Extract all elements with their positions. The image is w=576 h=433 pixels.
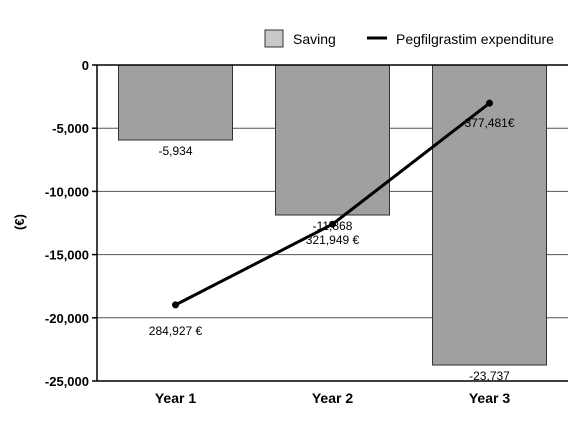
bar-data-label: -11,868 [313, 219, 353, 233]
bar-saving [275, 64, 390, 216]
bar-saving [118, 64, 233, 141]
line-point [329, 220, 336, 228]
legend: Saving Pegfilgrastim expenditure [264, 29, 554, 48]
x-tick-label: Year 1 [155, 390, 196, 406]
y-tick-label: -25,000 [45, 374, 89, 389]
bar-data-label: -5,934 [158, 144, 192, 158]
line-series-pegfilgrastim [172, 99, 493, 309]
y-tick-label: -15,000 [45, 248, 89, 263]
line-data-label: 284,927 € [149, 324, 203, 338]
x-tick-labels: Year 1 Year 2 Year 3 [155, 390, 510, 406]
y-tick-label: -5,000 [52, 121, 89, 136]
bar-series-saving [118, 64, 547, 366]
y-tick-label: 0 [82, 58, 89, 73]
legend-label-saving: Saving [293, 31, 336, 47]
y-tick-label: -20,000 [45, 311, 89, 326]
bar-saving [432, 64, 547, 366]
y-axis-label: (€) [12, 214, 27, 230]
bar-data-label: -23,737 [469, 369, 510, 383]
y-tick-label: -10,000 [45, 184, 89, 199]
legend-label-pegfilgrastim: Pegfilgrastim expenditure [396, 31, 554, 47]
axes [92, 64, 568, 382]
x-tick-label: Year 2 [312, 390, 353, 406]
y-tick-labels: 0 -5,000 -10,000 -15,000 -20,000 -25,000 [45, 58, 89, 389]
x-tick-label: Year 3 [469, 390, 510, 406]
line-point [486, 99, 493, 107]
line-data-label: 321,949 € [306, 233, 360, 247]
legend-swatch-saving [264, 29, 284, 48]
line-point [172, 301, 179, 309]
line-data-label: 377,481€ [464, 116, 514, 130]
data-labels: -5,934 -11,868 -23,737 284,927 € 321,949 € 37… [149, 116, 515, 383]
